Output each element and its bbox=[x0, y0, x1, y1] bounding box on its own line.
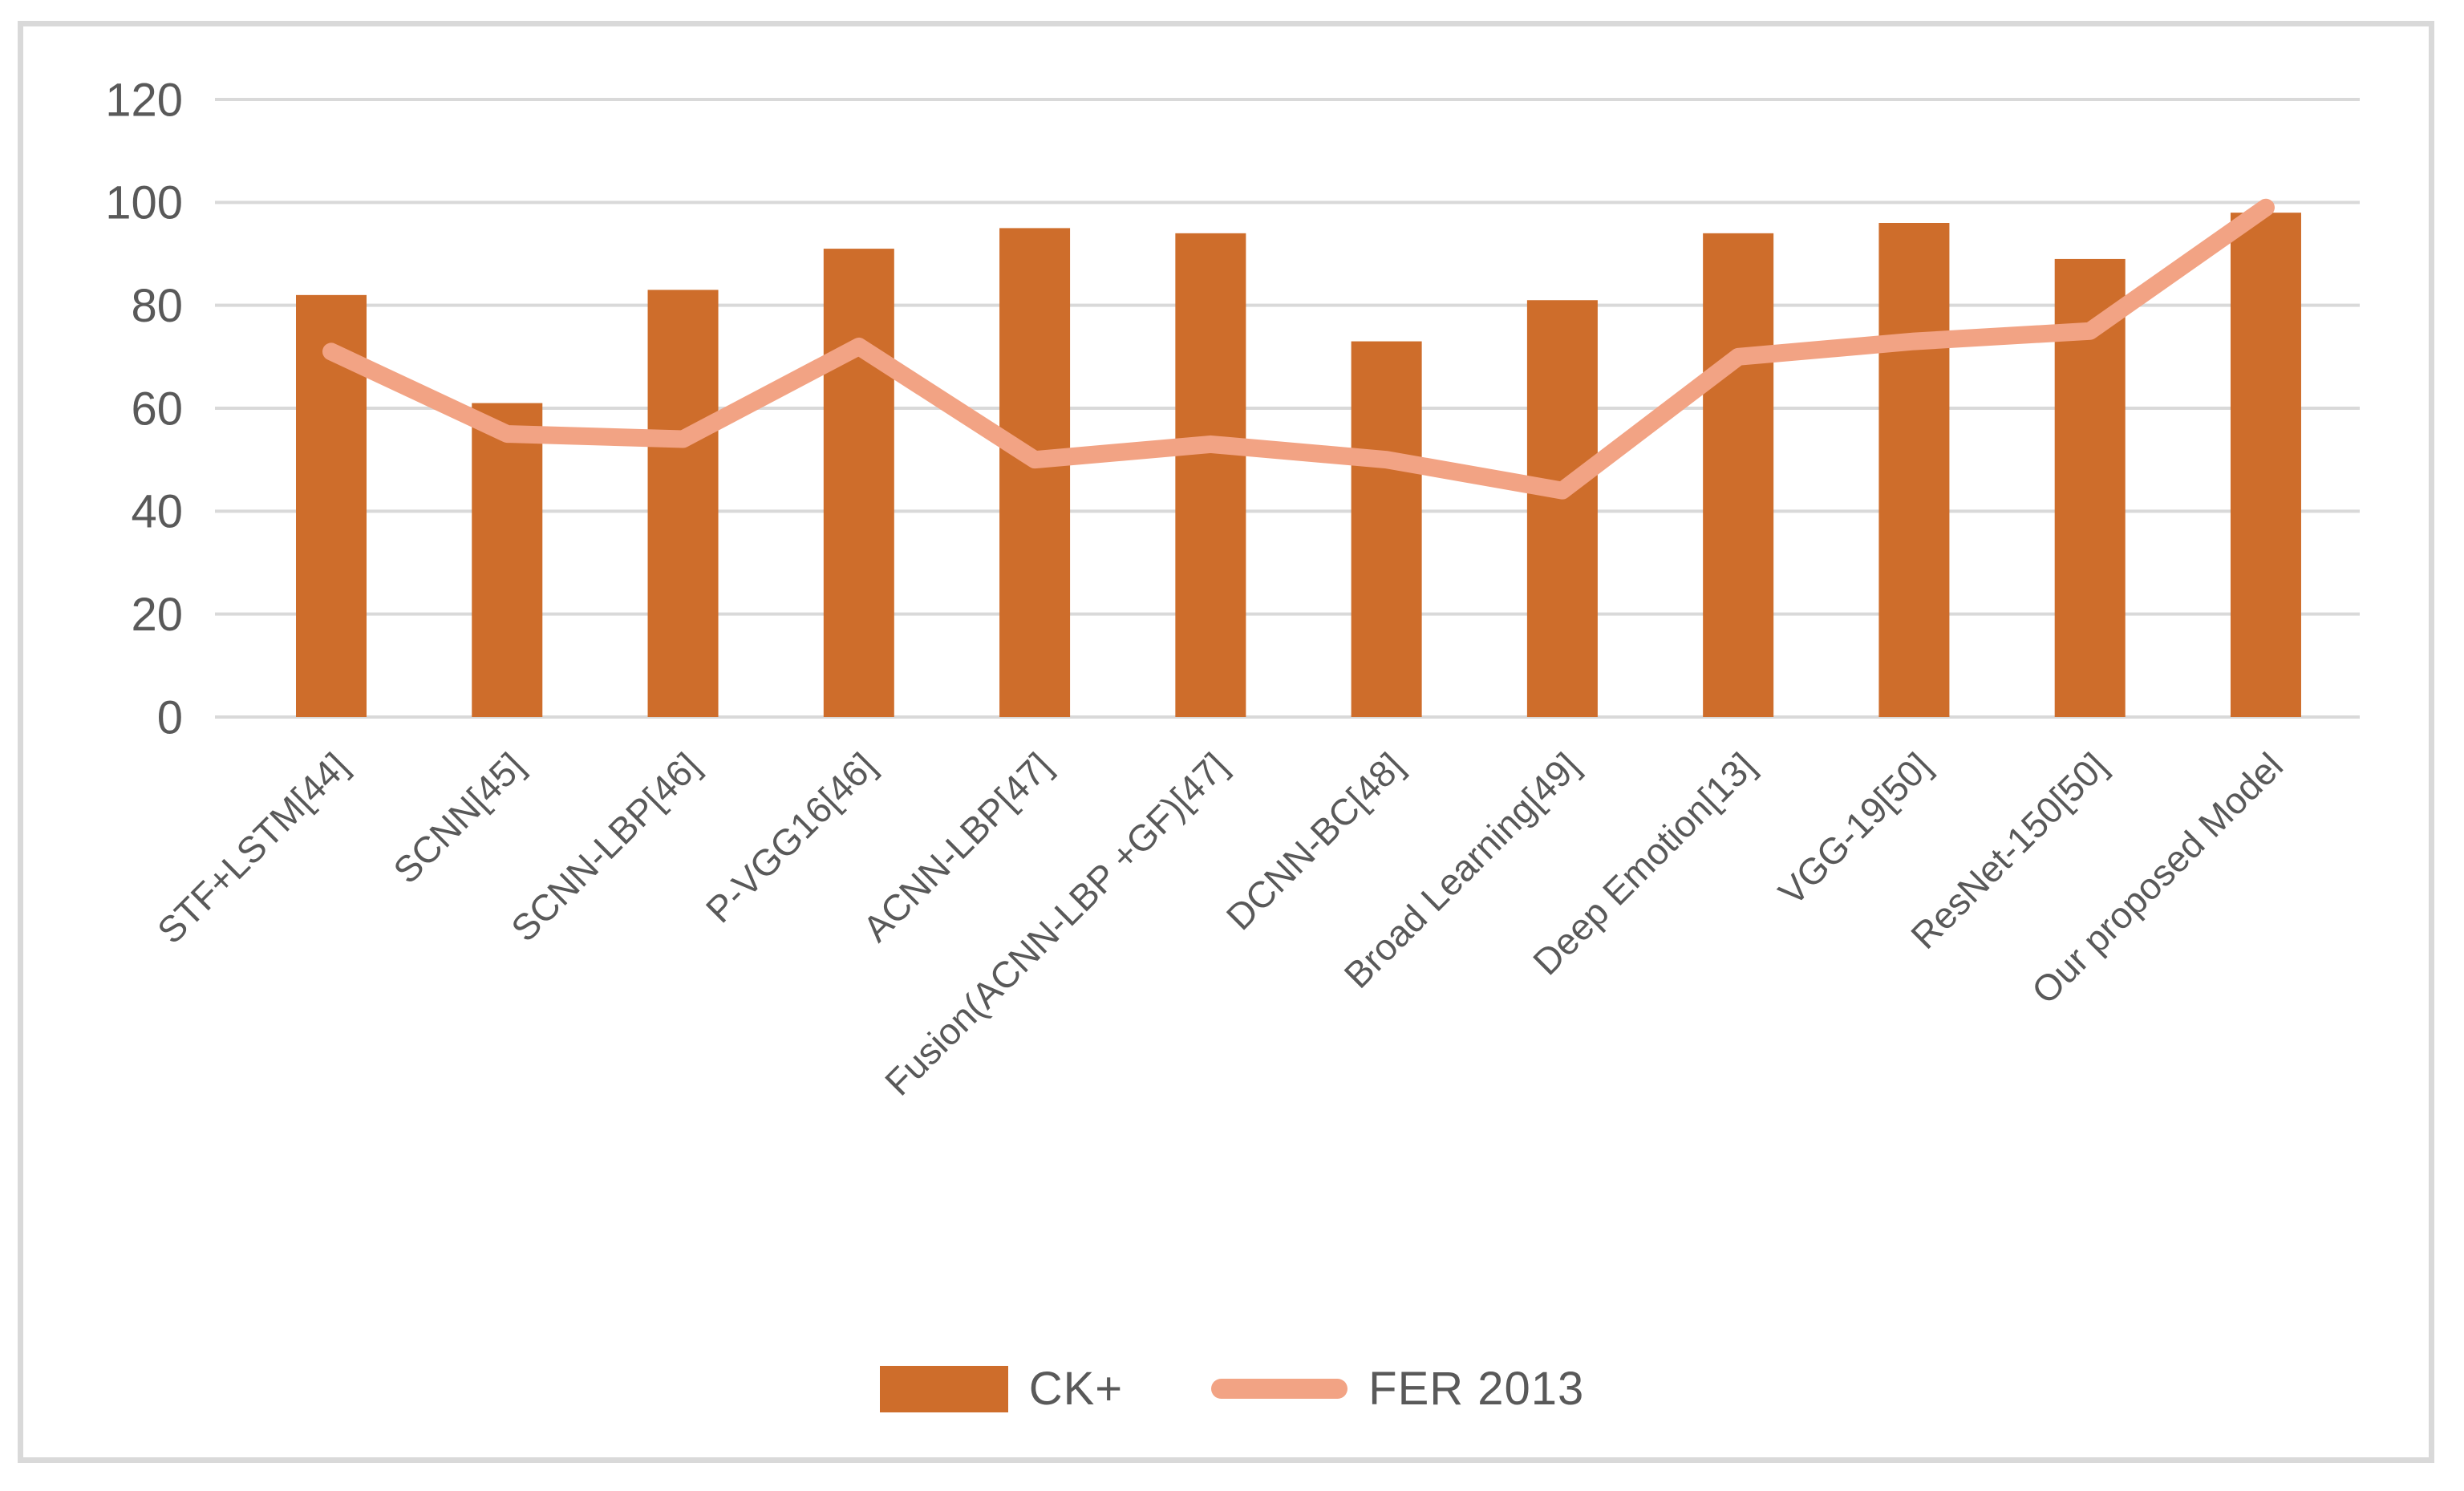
legend-item-ck-plus: CK+ bbox=[879, 1362, 1124, 1416]
x-axis-category-label: DCNN-BC[48] bbox=[1218, 744, 1412, 938]
y-axis-tick-label: 80 bbox=[131, 280, 183, 332]
x-axis-category-label: STF+LSTM[44] bbox=[149, 744, 356, 951]
ck-plus-series-label: CK+ bbox=[1028, 1363, 1124, 1415]
y-axis-tick-label: 120 bbox=[105, 74, 183, 126]
y-axis-tick-label: 40 bbox=[131, 486, 183, 538]
ck-plus-bar bbox=[647, 290, 719, 718]
y-axis-tick-label: 0 bbox=[157, 691, 183, 743]
ck-plus-bar bbox=[1175, 233, 1246, 717]
x-axis-category-label: SCNN-LBP[46] bbox=[503, 744, 708, 950]
ck-plus-bar bbox=[1351, 341, 1422, 717]
y-axis-tick-label: 100 bbox=[105, 177, 183, 229]
ck-plus-bar bbox=[823, 249, 894, 717]
ck-plus-bar bbox=[472, 403, 543, 717]
legend-item-fer-2013: FER 2013 bbox=[1211, 1362, 1584, 1416]
x-axis-category-label: VGG-19[50] bbox=[1770, 744, 1939, 913]
ck-plus-bar bbox=[2230, 213, 2301, 718]
ck-plus-bar bbox=[1703, 233, 1774, 717]
ck-plus-bar bbox=[1878, 223, 1950, 717]
ck-plus-bar bbox=[999, 228, 1071, 718]
y-axis-tick-label: 60 bbox=[131, 383, 183, 435]
ck-plus-bar-swatch bbox=[879, 1365, 1008, 1412]
y-axis-tick-label: 20 bbox=[131, 589, 183, 641]
fer-2013-line bbox=[322, 198, 2275, 500]
x-axis-category-label: ACNN-LBP[47] bbox=[855, 744, 1060, 950]
fer-2013-series-label: FER 2013 bbox=[1368, 1363, 1585, 1415]
fer-2013-line-swatch bbox=[1211, 1379, 1348, 1399]
x-axis-category-label: Fusion(ACNN-LBP +GF)[47] bbox=[877, 744, 1235, 1103]
ck-plus-bar bbox=[1526, 300, 1598, 717]
chart-legend: CK+ FER 2013 bbox=[0, 1362, 2464, 1416]
x-axis-category-label: P-VGG16[46] bbox=[698, 744, 884, 930]
x-axis-category-label: SCNN[45] bbox=[385, 744, 532, 891]
